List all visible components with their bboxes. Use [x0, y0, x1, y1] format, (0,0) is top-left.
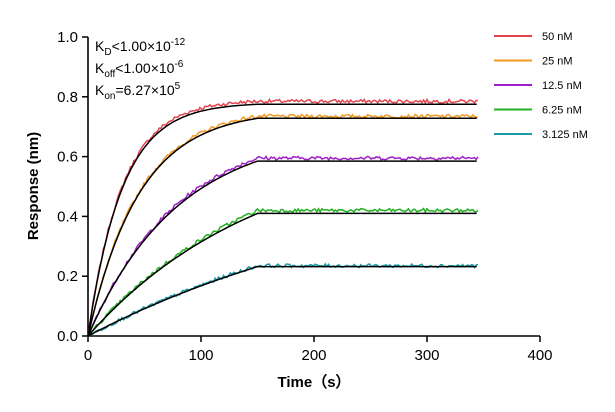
legend-label: 6.25 nM [542, 105, 582, 117]
y-tick-label: 0.4 [57, 208, 78, 225]
series-trace [87, 207, 479, 337]
y-tick-label: 1.0 [57, 29, 78, 46]
x-axis-title: Time（s） [277, 373, 350, 391]
kon-annotation: Kon=6.27×105 [95, 81, 181, 102]
x-tick-label: 400 [527, 347, 552, 364]
x-tick-label: 300 [414, 347, 439, 364]
y-tick-label: 0.8 [57, 89, 78, 106]
y-tick-label: 0.0 [57, 328, 78, 345]
fit-curve [87, 103, 477, 337]
y-tick-label: 0.6 [57, 149, 78, 166]
series-trace [87, 97, 478, 337]
legend-label: 12.5 nM [542, 80, 582, 92]
koff-annotation: Koff<1.00×10-6 [95, 59, 184, 80]
series-trace [87, 113, 479, 337]
fit-curve [87, 160, 477, 337]
series-layer [87, 97, 479, 337]
fit-curve [87, 117, 477, 337]
x-tick-label: 200 [301, 347, 326, 364]
y-tick-label: 0.2 [57, 268, 78, 285]
y-axis-title: Response (nm) [25, 132, 42, 240]
series-trace [87, 262, 479, 337]
x-tick-label: 0 [84, 347, 92, 364]
fit-curves-layer [87, 103, 477, 337]
legend-label: 25 nM [542, 56, 573, 68]
legend-label: 3.125 nM [542, 129, 588, 141]
fit-curve [87, 265, 477, 337]
x-tick-label: 100 [188, 347, 213, 364]
fit-curve [87, 212, 477, 337]
kd-annotation: KD<1.00×10-12 [95, 37, 186, 58]
kinetic-annotation: KD<1.00×10-12 Koff<1.00×10-6 Kon=6.27×10… [95, 37, 186, 102]
y-ticks: 0.0 0.2 0.4 0.6 0.8 1.0 [57, 29, 88, 345]
x-ticks: 0 100 200 300 400 [84, 336, 553, 364]
legend-label: 50 nM [542, 31, 573, 43]
legend: 50 nM 25 nM 12.5 nM 6.25 nM 3.125 nM [494, 31, 588, 141]
